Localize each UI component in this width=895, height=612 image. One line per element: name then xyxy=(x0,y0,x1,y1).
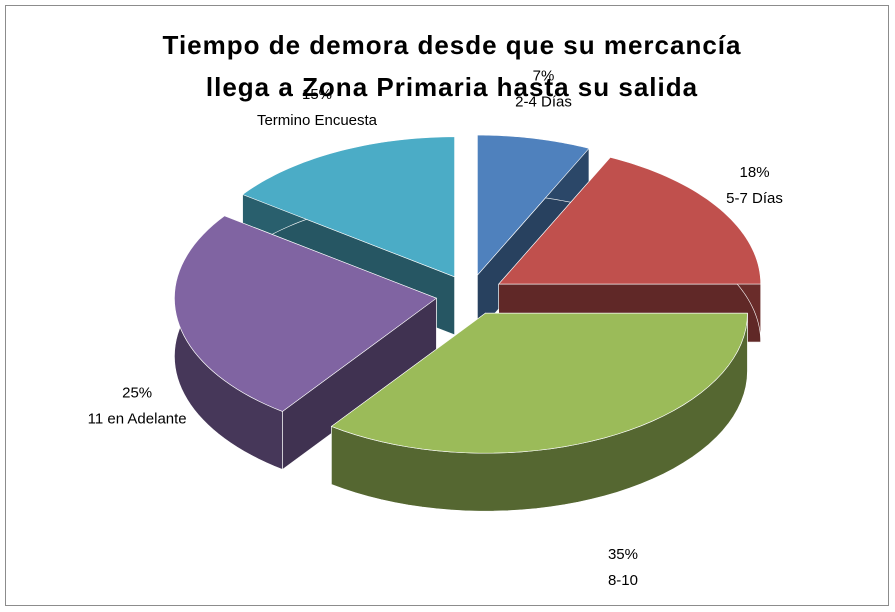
category-label: 11 en Adelante xyxy=(88,410,187,427)
data-label: 25% xyxy=(122,384,152,401)
slice-top xyxy=(241,136,455,278)
data-label: 18% xyxy=(740,164,770,181)
slice-top xyxy=(330,312,748,454)
pie-slice xyxy=(330,312,748,512)
slice-top xyxy=(498,157,762,285)
data-label: 7% xyxy=(533,67,555,84)
slice-top xyxy=(174,215,438,412)
pie-slice xyxy=(174,215,438,471)
slice-top xyxy=(477,134,590,276)
category-label: 2-4 Días xyxy=(515,93,572,110)
data-label: 35% xyxy=(608,546,638,563)
category-label: 8-10 xyxy=(608,572,638,589)
chart-title: Tiempo de demora desde que su mercancía xyxy=(163,30,742,60)
category-label: Termino Encuesta xyxy=(257,112,378,129)
category-label: 5-7 Días xyxy=(726,190,783,207)
data-label: 15% xyxy=(302,86,332,103)
chart-title: llega a Zona Primaria hasta su salida xyxy=(206,72,698,102)
